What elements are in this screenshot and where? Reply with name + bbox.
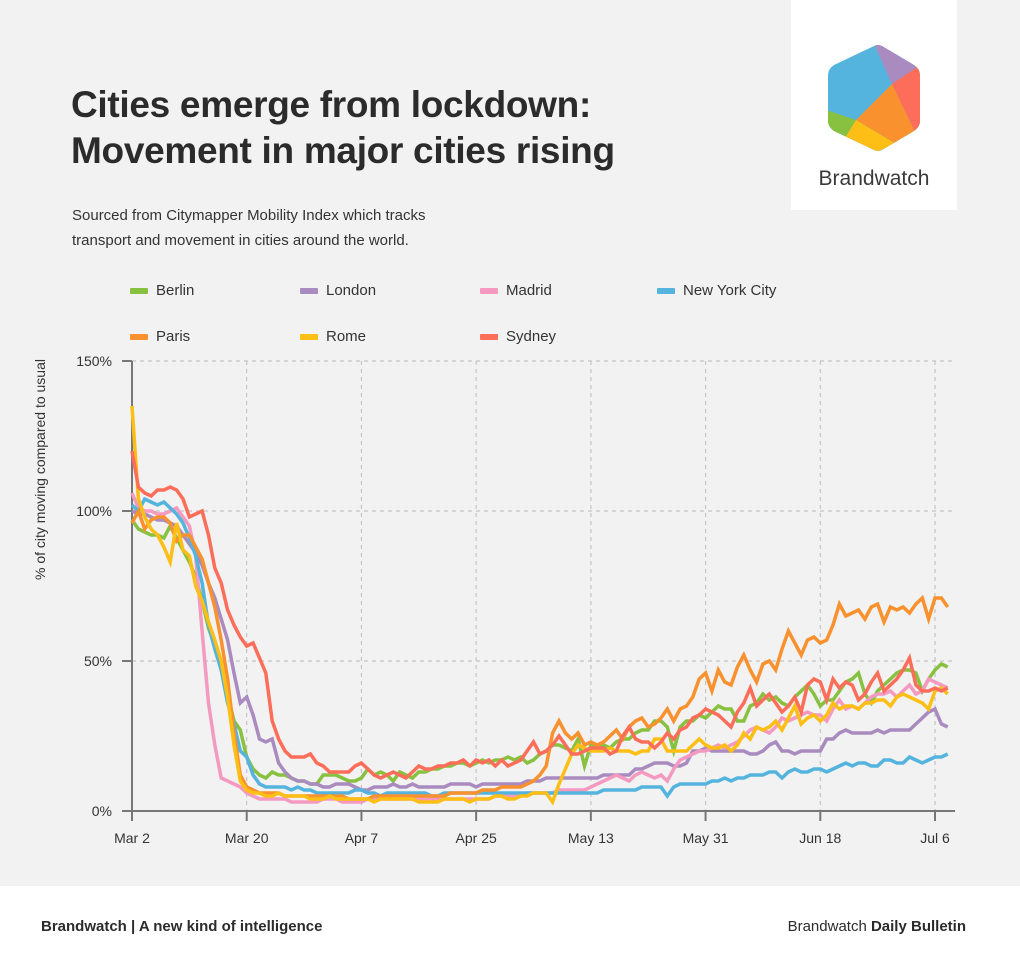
legend-swatch xyxy=(300,334,318,340)
grid-lines xyxy=(132,361,955,811)
title-line-1: Cities emerge from lockdown: xyxy=(71,82,615,128)
x-tick-label: Apr 7 xyxy=(345,830,379,846)
x-tick-label: Jun 18 xyxy=(799,830,841,846)
legend-swatch xyxy=(300,288,318,294)
title-line-2: Movement in major cities rising xyxy=(71,128,615,174)
hexagon-logo-icon xyxy=(826,44,922,152)
legend-swatch xyxy=(480,288,498,294)
series-lines xyxy=(132,406,948,802)
legend-item-new-york-city: New York City xyxy=(657,282,776,299)
subtitle-line-2: transport and movement in cities around … xyxy=(72,228,425,253)
series-line-london xyxy=(132,511,948,790)
x-tick-label: May 31 xyxy=(683,830,729,846)
brand-logo-panel: Brandwatch xyxy=(791,0,957,210)
footer: Brandwatch | A new kind of intelligence … xyxy=(0,886,1020,967)
x-tick-label: May 13 xyxy=(568,830,614,846)
subtitle-line-1: Sourced from Citymapper Mobility Index w… xyxy=(72,203,425,228)
series-line-sydney xyxy=(132,451,948,778)
brand-logo-text: Brandwatch xyxy=(791,167,957,191)
legend-item-berlin: Berlin xyxy=(130,282,194,299)
y-tick-label: 150% xyxy=(76,353,112,369)
y-tick-label: 0% xyxy=(92,803,112,819)
y-tick-label: 100% xyxy=(76,503,112,519)
x-tick-label: Apr 25 xyxy=(456,830,497,846)
line-chart: 0% 50% 100% 150% Mar 2 Mar 20 Apr 7 Apr 25 May 1… xyxy=(0,340,1020,870)
legend-swatch xyxy=(480,334,498,340)
legend-swatch xyxy=(657,288,675,294)
footer-bulletin: Brandwatch Daily Bulletin xyxy=(788,918,966,935)
x-tick-label: Mar 2 xyxy=(114,830,150,846)
x-tick-label: Mar 20 xyxy=(225,830,269,846)
footer-tagline: Brandwatch | A new kind of intelligence xyxy=(41,918,322,935)
legend-item-madrid: Madrid xyxy=(480,282,552,299)
footer-brand: Brandwatch xyxy=(788,918,867,935)
legend-item-london: London xyxy=(300,282,376,299)
y-tick-label: 50% xyxy=(84,653,112,669)
x-tick-label: Jul 6 xyxy=(920,830,950,846)
legend-label: New York City xyxy=(683,282,776,299)
legend-label: Madrid xyxy=(506,282,552,299)
legend-swatch xyxy=(130,334,148,340)
legend-label: London xyxy=(326,282,376,299)
legend-label: Berlin xyxy=(156,282,194,299)
footer-bulletin-title: Daily Bulletin xyxy=(871,918,966,935)
chart-subtitle: Sourced from Citymapper Mobility Index w… xyxy=(72,203,425,253)
legend-swatch xyxy=(130,288,148,294)
chart-title: Cities emerge from lockdown: Movement in… xyxy=(71,82,615,174)
